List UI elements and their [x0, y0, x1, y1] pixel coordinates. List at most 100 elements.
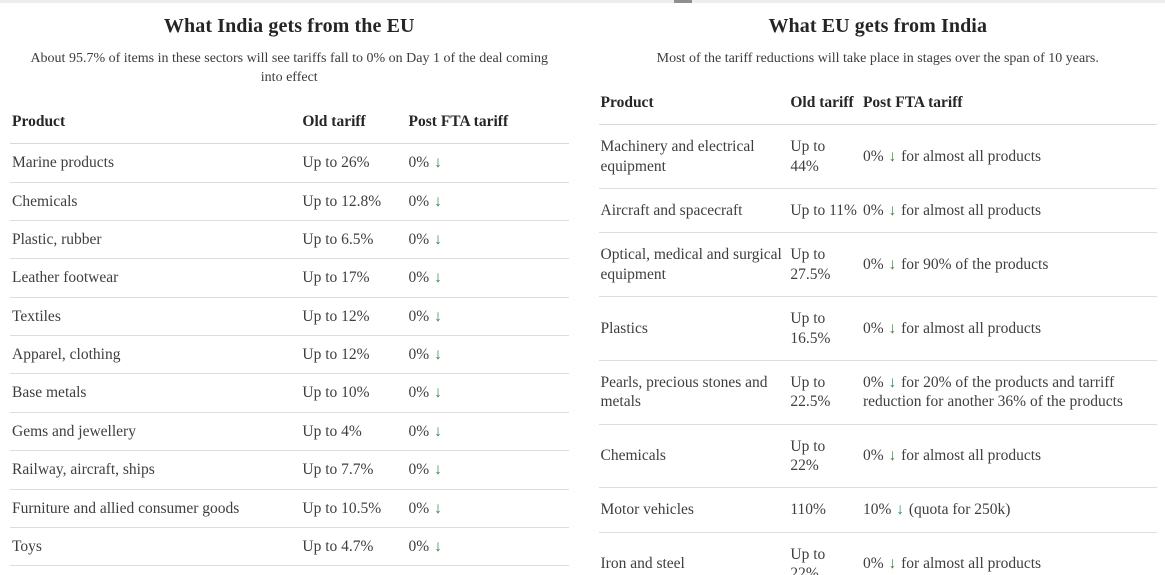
- post-tariff-value: 0%: [408, 269, 434, 287]
- tariff-comparison-section: What India gets from the EU About 95.7% …: [0, 3, 1165, 575]
- down-arrow-icon: ↓: [434, 461, 442, 479]
- post-fta-tariff-cell: 0% ↓ for almost all products: [860, 532, 1157, 575]
- post-fta-tariff-cell: 0% ↓ for almost all products: [860, 188, 1157, 234]
- old-tariff-cell: Up to 17%: [300, 258, 407, 298]
- old-tariff-cell: Up to 12%: [300, 297, 407, 337]
- table-row: Aircraft and spacecraft Up to 11% 0% ↓ for…: [598, 188, 1157, 234]
- table-row: Toys Up to 4.7% 0% ↓: [10, 527, 569, 567]
- product-cell: Plastics: [598, 296, 789, 361]
- old-tariff-cell: Up to 27.5%: [788, 232, 861, 298]
- post-tariff-note: for almost all products: [897, 447, 1042, 465]
- product-cell: Apparel, clothing: [10, 335, 301, 375]
- panel-subtitle: Most of the tariff reductions will take …: [656, 51, 1099, 66]
- column-header-old-tariff: Old tariff: [300, 101, 407, 145]
- post-fta-tariff-cell: 0% ↓: [406, 220, 569, 260]
- post-fta-tariff-cell: 0% ↓: [406, 489, 569, 528]
- down-arrow-icon: ↓: [888, 447, 897, 465]
- india-gets-panel: What India gets from the EU About 95.7% …: [10, 9, 569, 575]
- table-row: Marine products Up to 26% 0% ↓: [10, 143, 569, 183]
- column-header-post-fta-tariff: Post FTA tariff: [860, 82, 1157, 126]
- post-tariff-value: 0%: [862, 373, 888, 391]
- down-arrow-icon: ↓: [888, 373, 897, 391]
- table-row: Motor vehicles 110% 10% ↓ (quota for 250k): [598, 487, 1157, 533]
- table-row: Pearls, precious stones and metals Up to …: [598, 360, 1157, 425]
- post-tariff-value: 0%: [862, 555, 888, 573]
- product-cell: Railway, aircraft, ships: [10, 450, 301, 490]
- old-tariff-cell: Up to 44%: [788, 124, 861, 190]
- old-tariff-cell: Up to 7.7%: [300, 450, 407, 490]
- product-cell: Marine products: [10, 143, 301, 183]
- table-row: Chemicals Up to 12.8% 0% ↓: [10, 182, 569, 221]
- product-cell: Toys: [10, 527, 301, 567]
- down-arrow-icon: ↓: [434, 384, 442, 402]
- table-row: Base metals Up to 10% 0% ↓: [10, 373, 569, 413]
- product-cell: Furniture and allied consumer goods: [10, 489, 301, 528]
- horizontal-scrollbar-thumb[interactable]: [674, 0, 692, 3]
- product-cell: Gems and jewellery: [10, 412, 301, 452]
- old-tariff-cell: Up to 4.7%: [300, 527, 407, 567]
- post-fta-tariff-cell: 0% ↓: [406, 527, 569, 567]
- post-fta-tariff-cell: 0% ↓: [406, 143, 569, 183]
- table-row: Gems and jewellery Up to 4% 0% ↓: [10, 412, 569, 452]
- product-cell: Optical, medical and surgical equipment: [598, 232, 789, 298]
- post-tariff-value: 0%: [408, 461, 434, 479]
- down-arrow-icon: ↓: [888, 147, 897, 165]
- old-tariff-cell: Up to 22%: [788, 424, 861, 489]
- old-tariff-cell: Up to 10.5%: [300, 489, 407, 528]
- post-tariff-value: 0%: [408, 537, 434, 555]
- post-fta-tariff-cell: 0% ↓: [406, 373, 569, 413]
- table-row: Optical, medical and surgical equipment U…: [598, 232, 1157, 298]
- panel-subtitle: About 95.7% of items in these sectors wi…: [30, 51, 549, 85]
- post-fta-tariff-cell: 0% ↓: [406, 182, 569, 221]
- post-fta-tariff-cell: 0% ↓: [406, 258, 569, 298]
- post-tariff-value: 0%: [862, 256, 888, 274]
- post-tariff-note: for almost all products: [897, 555, 1042, 573]
- product-cell: Chemicals: [10, 182, 301, 221]
- column-header-old-tariff: Old tariff: [788, 82, 861, 126]
- down-arrow-icon: ↓: [888, 555, 897, 573]
- table-row: Plastic, rubber Up to 6.5% 0% ↓: [10, 220, 569, 260]
- post-tariff-value: 0%: [408, 384, 434, 402]
- old-tariff-cell: Up to 10%: [300, 373, 407, 413]
- product-cell: Aircraft and spacecraft: [598, 188, 789, 234]
- post-tariff-value: 0%: [408, 499, 434, 517]
- old-tariff-cell: 110%: [788, 487, 861, 533]
- horizontal-scrollbar-track: [0, 0, 1165, 3]
- down-arrow-icon: ↓: [434, 154, 442, 172]
- product-cell: Chemicals: [598, 424, 789, 489]
- post-fta-tariff-cell: 0% ↓: [406, 450, 569, 490]
- product-cell: Motor vehicles: [598, 487, 789, 533]
- post-fta-tariff-cell: 0% ↓ for 90% of the products: [860, 232, 1157, 298]
- table-row: Iron and steel Up to 22% 0% ↓ for almost a…: [598, 532, 1157, 575]
- old-tariff-cell: Up to 22.5%: [788, 360, 861, 425]
- down-arrow-icon: ↓: [896, 501, 905, 519]
- down-arrow-icon: ↓: [888, 256, 897, 274]
- india-gets-table: Product Old tariff Post FTA tariff Marin…: [10, 101, 569, 575]
- column-header-post-fta-tariff: Post FTA tariff: [406, 101, 569, 145]
- down-arrow-icon: ↓: [434, 537, 442, 555]
- table-row: Chemicals Up to 22% 0% ↓ for almost all pr…: [598, 424, 1157, 489]
- down-arrow-icon: ↓: [434, 269, 442, 287]
- old-tariff-cell: Up to 6.5%: [300, 220, 407, 260]
- post-fta-tariff-cell: 0% ↓ for 20% of the products and tarriff…: [860, 360, 1157, 425]
- post-tariff-note: for 20% of the products and tarriff redu…: [862, 373, 1123, 411]
- post-tariff-note: for almost all products: [897, 147, 1042, 165]
- product-cell: Machinery and electrical equipment: [598, 124, 789, 190]
- table-row: Furniture and allied consumer goods Up to…: [10, 489, 569, 528]
- product-cell: Base metals: [10, 373, 301, 413]
- post-tariff-note: for almost all products: [897, 319, 1042, 337]
- old-tariff-cell: Up to 11%: [788, 188, 861, 234]
- down-arrow-icon: ↓: [434, 230, 442, 248]
- post-fta-tariff-cell: 0% ↓: [406, 565, 569, 575]
- post-tariff-note: for almost all products: [897, 202, 1042, 220]
- panel-title: What EU gets from India: [768, 15, 988, 37]
- old-tariff-cell: Up to 12%: [300, 335, 407, 375]
- product-cell: Iron and steel: [598, 532, 789, 575]
- post-fta-tariff-cell: 0% ↓: [406, 297, 569, 337]
- product-cell: Textiles: [10, 297, 301, 337]
- down-arrow-icon: ↓: [888, 319, 897, 337]
- old-tariff-cell: Up to 16.5%: [788, 296, 861, 361]
- table-row: Machinery and electrical equipment Up to …: [598, 124, 1157, 190]
- post-tariff-value: 0%: [408, 422, 434, 440]
